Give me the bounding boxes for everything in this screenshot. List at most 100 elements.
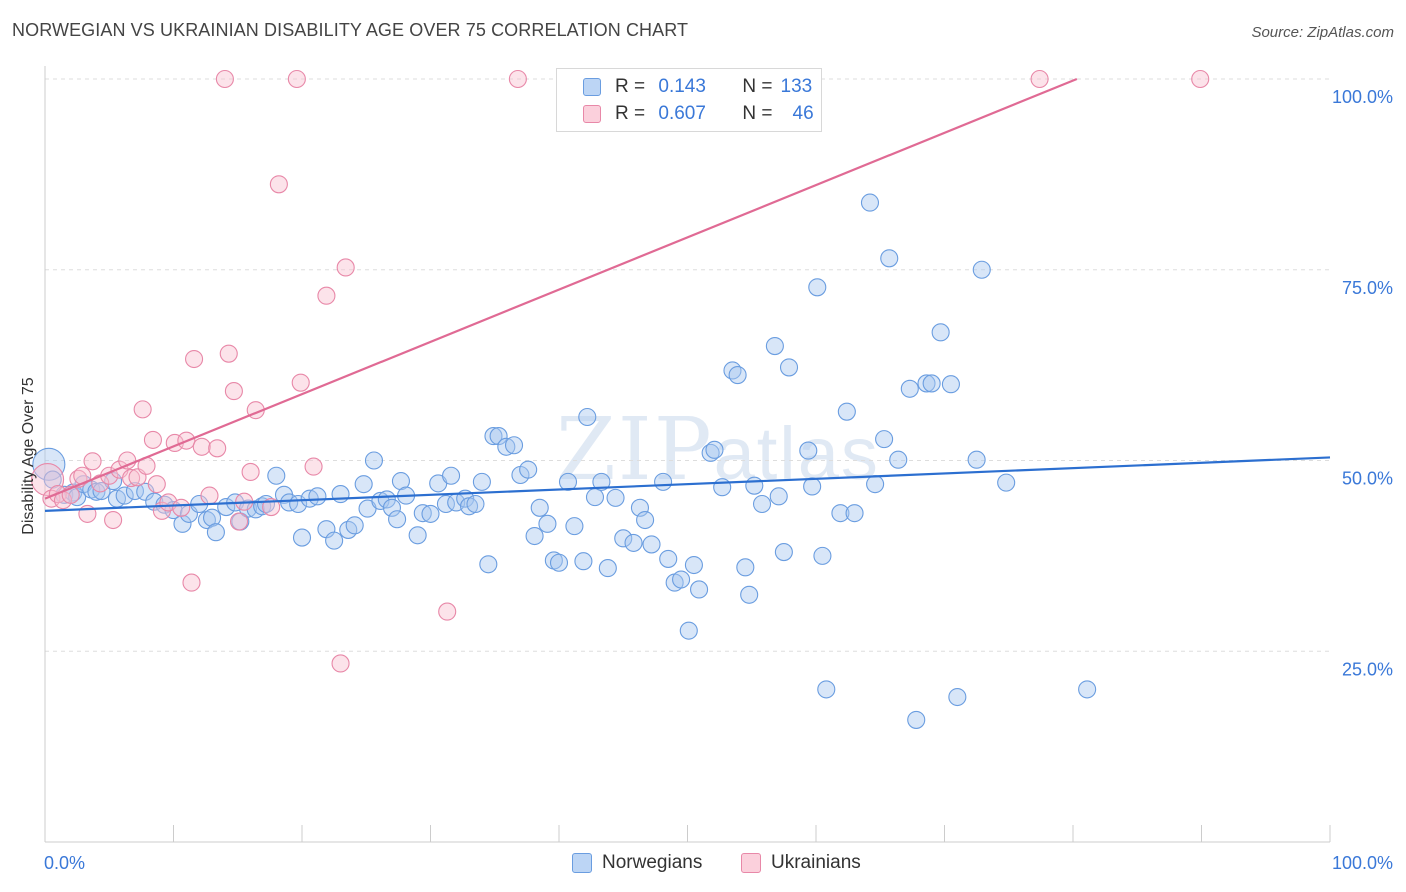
source-label: Source: ZipAtlas.com: [1251, 24, 1394, 41]
data-point-ukrainians: [219, 344, 238, 363]
data-point-ukrainians: [241, 462, 260, 481]
data-point-norwegians: [705, 440, 724, 459]
data-point-norwegians: [391, 472, 410, 491]
legend-n-label: N =: [742, 76, 773, 97]
data-point-norwegians: [292, 528, 312, 547]
data-point-norwegians: [530, 498, 549, 517]
data-point-norwegians: [765, 336, 784, 356]
data-point-norwegians: [728, 365, 747, 385]
data-point-norwegians: [931, 323, 950, 342]
data-point-norwegians: [256, 494, 276, 514]
data-point-ukrainians: [208, 439, 227, 458]
trend-line-norwegians: [44, 456, 1331, 512]
series-norwegians: [32, 193, 1097, 729]
data-point-norwegians: [866, 475, 885, 494]
legend-n-value-ukrainians: 46: [792, 103, 814, 124]
legend-r-label: R =: [615, 76, 646, 97]
data-point-ukrainians: [104, 510, 123, 530]
legend-row-ukrainians: R = 0.607 N = 46: [583, 102, 814, 126]
data-point-ukrainians: [215, 69, 234, 89]
chart-title: NORWEGIAN VS UKRAINIAN DISABILITY AGE OV…: [12, 20, 689, 40]
data-point-norwegians: [408, 526, 427, 545]
data-point-ukrainians: [269, 175, 288, 194]
data-point-norwegians: [659, 549, 678, 568]
data-point-ukrainians: [182, 573, 201, 592]
stats-legend: R = 0.143 N = 133 R = 0.607 N = 46: [556, 68, 822, 132]
data-point-norwegians: [972, 260, 991, 279]
data-point-norwegians: [672, 570, 691, 589]
legend-r-value-norwegians: 0.143: [658, 76, 706, 97]
data-point-norwegians: [799, 441, 818, 460]
legend-r-value-ukrainians: 0.607: [658, 103, 706, 124]
bottom-legend-label-norwegians: Norwegians: [602, 852, 703, 873]
data-point-norwegians: [592, 472, 611, 491]
data-point-norwegians: [43, 470, 62, 489]
data-point-norwegians: [472, 472, 491, 491]
data-point-norwegians: [779, 358, 799, 377]
data-point-norwegians: [740, 585, 759, 604]
data-point-ukrainians: [143, 430, 162, 449]
data-point-norwegians: [624, 533, 643, 552]
data-point-norwegians: [636, 510, 655, 530]
data-point-ukrainians: [287, 69, 306, 89]
legend-row-norwegians: R = 0.143 N = 133: [583, 75, 812, 99]
data-point-ukrainians: [122, 468, 141, 488]
data-point-norwegians: [504, 436, 524, 455]
y-tick-label: 100.0%: [1332, 87, 1393, 107]
bottom-legend-label-ukrainians: Ukrainians: [771, 852, 861, 873]
series-ukrainians: [31, 69, 1210, 673]
data-point-ukrainians: [508, 69, 527, 89]
data-point-norwegians: [948, 687, 967, 707]
data-point-norwegians: [736, 558, 755, 577]
bottom-legend-ukrainians: Ukrainians: [741, 852, 861, 874]
data-point-norwegians: [598, 559, 617, 578]
data-point-norwegians: [206, 523, 225, 542]
data-point-norwegians: [752, 494, 772, 514]
y-axis-label: Disability Age Over 75: [20, 377, 37, 535]
data-point-norwegians: [900, 379, 919, 398]
y-tick-label: 25.0%: [1342, 659, 1393, 679]
data-point-ukrainians: [291, 373, 310, 392]
data-point-ukrainians: [331, 654, 350, 673]
data-point-norwegians: [574, 552, 593, 571]
data-point-norwegians: [421, 504, 440, 523]
legend-n-value-norwegians: 133: [780, 76, 813, 97]
data-point-ukrainians: [224, 382, 243, 401]
data-point-norwegians: [354, 475, 373, 494]
data-point-ukrainians: [31, 463, 65, 497]
data-point-norwegians: [308, 487, 327, 506]
data-point-ukrainians: [1191, 69, 1210, 89]
data-point-norwegians: [745, 476, 764, 495]
data-point-ukrainians: [317, 286, 336, 305]
data-point-norwegians: [860, 193, 880, 212]
data-point-norwegians: [345, 516, 364, 535]
data-point-norwegians: [642, 535, 661, 554]
data-point-norwegians: [813, 546, 832, 565]
trend-line-ukrainians: [44, 77, 1078, 500]
axes: [44, 66, 1331, 843]
data-point-norwegians: [875, 430, 894, 449]
data-point-norwegians: [173, 514, 192, 533]
data-point-norwegians: [466, 494, 485, 514]
data-point-norwegians: [922, 374, 941, 393]
data-point-ukrainians: [438, 602, 457, 621]
y-tick-label: 50.0%: [1342, 469, 1393, 489]
data-point-norwegians: [578, 407, 597, 427]
data-point-norwegians: [803, 477, 822, 496]
bottom-legend-swatch-norwegians: [572, 853, 592, 873]
data-point-norwegians: [1078, 680, 1097, 699]
data-point-ukrainians: [1030, 69, 1049, 89]
data-point-norwegians: [606, 488, 625, 507]
data-point-norwegians: [845, 504, 864, 523]
data-point-norwegians: [280, 493, 299, 512]
legend-swatch-ukrainians: [583, 105, 601, 123]
bottom-legend-norwegians: Norwegians: [572, 852, 702, 874]
data-point-norwegians: [413, 504, 432, 523]
data-point-norwegians: [325, 531, 344, 550]
y-tick-label: 75.0%: [1342, 278, 1393, 298]
legend-n-label: N =: [742, 103, 773, 124]
data-point-norwegians: [87, 482, 106, 501]
data-point-norwegians: [538, 514, 557, 533]
data-point-ukrainians: [83, 452, 102, 471]
